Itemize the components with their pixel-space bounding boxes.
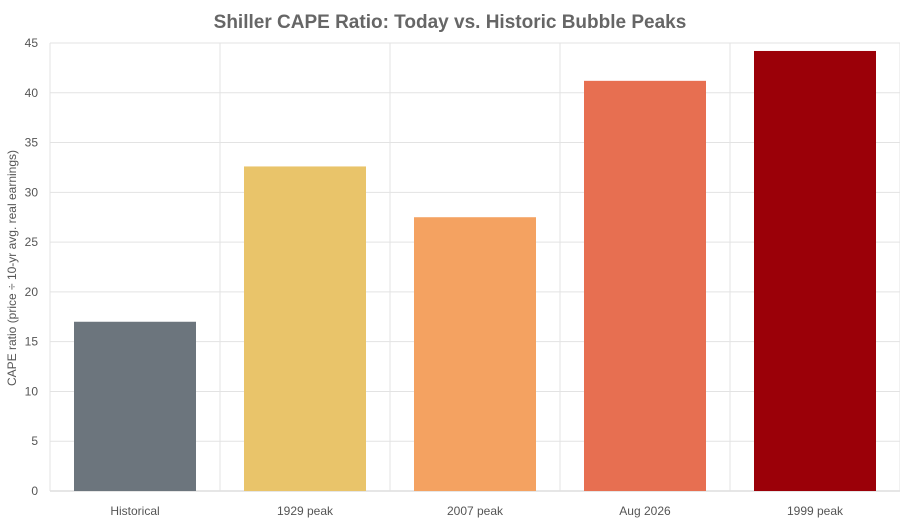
x-tick-label: 1929 peak: [277, 504, 334, 518]
y-axis-ticks: 0 5 10 15 20 25 30 35 40 45: [25, 36, 39, 498]
bar-historical: [74, 321, 196, 491]
y-tick-label: 35: [25, 136, 39, 150]
y-tick-label: 30: [25, 185, 39, 199]
x-tick-label: 2007 peak: [447, 504, 504, 518]
bar-2007-peak: [414, 217, 536, 491]
bar-aug-2026: [584, 80, 706, 491]
y-tick-label: 10: [25, 384, 39, 398]
y-tick-label: 20: [25, 285, 39, 299]
y-tick-label: 0: [31, 484, 38, 498]
bar-1929-peak: [244, 166, 366, 491]
bars: [74, 50, 876, 491]
chart-title: Shiller CAPE Ratio: Today vs. Historic B…: [214, 12, 687, 33]
x-tick-label: Aug 2026: [619, 504, 671, 518]
y-axis-label: CAPE ratio (price ÷ 10-yr avg. real earn…: [5, 150, 19, 386]
bar-1999-peak: [754, 50, 876, 491]
y-tick-label: 40: [25, 86, 39, 100]
y-tick-label: 15: [25, 335, 39, 349]
y-tick-label: 45: [25, 36, 39, 50]
x-tick-label: 1999 peak: [787, 504, 844, 518]
x-axis-ticks: Historical 1929 peak 2007 peak Aug 2026 1999…: [110, 504, 844, 518]
y-tick-label: 5: [31, 434, 38, 448]
y-tick-label: 25: [25, 235, 39, 249]
x-tick-label: Historical: [110, 504, 159, 518]
